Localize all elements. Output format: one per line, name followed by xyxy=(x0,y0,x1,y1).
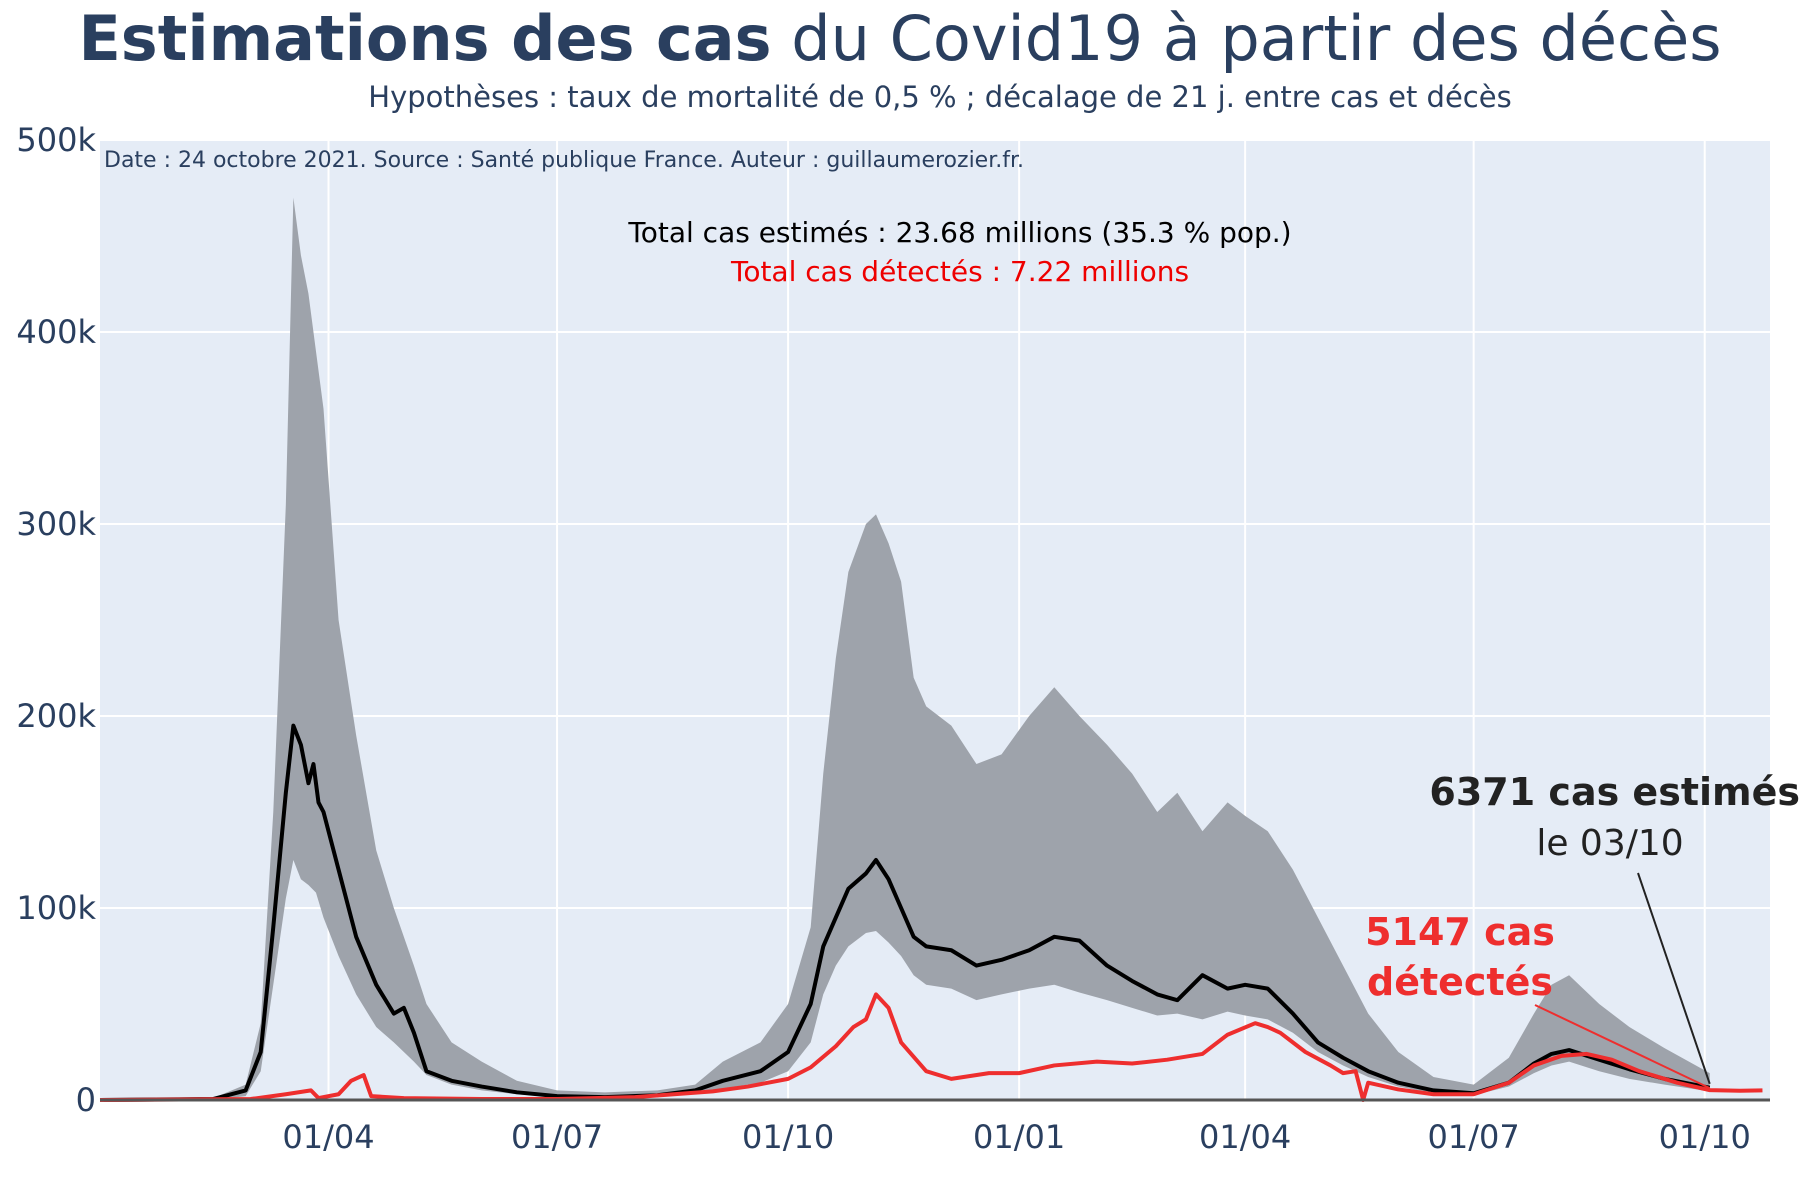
chart-title-bold: Estimations des cas xyxy=(78,2,772,75)
chart-title-rest: du Covid19 à partir des décès xyxy=(771,2,1722,75)
axis-layer: 0 100k 200k 300k 400k 500k 01/04 01/07 01/10 01/0… xyxy=(16,121,1770,1156)
estimated-cases-line xyxy=(99,723,1711,1102)
y-tick-label: 400k xyxy=(16,313,96,351)
x-tick-label: 01/07 xyxy=(511,1118,603,1156)
x-tick-label: 01/04 xyxy=(282,1118,374,1156)
x-tick-label: 01/07 xyxy=(1428,1118,1520,1156)
x-tick-label: 01/10 xyxy=(742,1118,834,1156)
arrow-estimated xyxy=(1637,872,1711,1085)
x-tick-label: 01/01 xyxy=(973,1118,1065,1156)
band-layer xyxy=(100,197,1710,1101)
chart-title: Estimations des cas du Covid19 à partir … xyxy=(0,2,1800,75)
annotation-estimated-count: 6371 cas estimés xyxy=(1429,770,1800,814)
arrow-detected xyxy=(1534,1004,1711,1090)
x-tick-label: 01/04 xyxy=(1199,1118,1291,1156)
confidence-band xyxy=(100,197,1710,1101)
total-estimated: Total cas estimés : 23.68 millions (35.3… xyxy=(628,216,1292,249)
y-tick-label: 0 xyxy=(76,1081,96,1119)
y-tick-label: 200k xyxy=(16,697,96,735)
annotation-detected-label: détectés xyxy=(1367,960,1553,1004)
y-tick-label: 500k xyxy=(16,121,96,159)
chart-subtitle: Hypothèses : taux de mortalité de 0,5 % … xyxy=(368,80,1512,114)
detected-cases-line xyxy=(99,992,1763,1102)
y-tick-label: 300k xyxy=(16,505,96,543)
line-layer xyxy=(99,723,1763,1102)
x-tick-label: 01/10 xyxy=(1659,1118,1751,1156)
annotation-arrows xyxy=(1534,872,1711,1090)
total-detected: Total cas détectés : 7.22 millions xyxy=(730,255,1190,288)
annotation-detected-count: 5147 cas xyxy=(1365,910,1555,954)
annotation-estimated-date: le 03/10 xyxy=(1536,823,1684,864)
source-note: Date : 24 octobre 2021. Source : Santé p… xyxy=(104,148,1024,173)
y-tick-label: 100k xyxy=(16,889,96,927)
